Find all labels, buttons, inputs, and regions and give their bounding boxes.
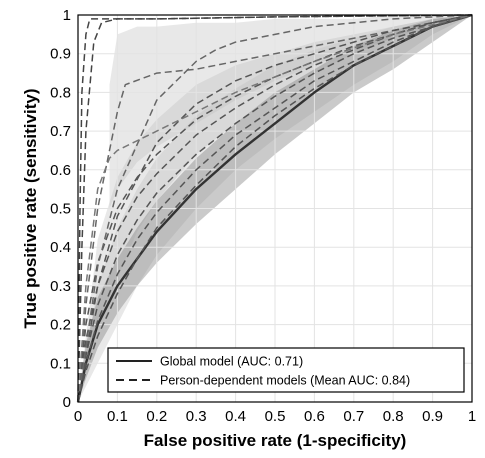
x-tick-label: 0.6: [304, 408, 325, 425]
legend: Global model (AUC: 0.71) Person-dependen…: [107, 347, 465, 393]
x-tick-label: 0.2: [146, 408, 167, 425]
x-tick-label: 0.1: [107, 408, 128, 425]
person-model-curve: [77, 14, 473, 403]
x-tick-label: 0: [74, 408, 82, 425]
x-tick-label: 0.9: [422, 408, 443, 425]
x-tick-label: 0.4: [225, 408, 246, 425]
x-tick-label: 0.5: [265, 408, 286, 425]
person-model-band: [109, 15, 472, 209]
person-model-curve: [77, 14, 473, 403]
x-tick-label: 0.8: [383, 408, 404, 425]
y-tick-label: 0.7: [50, 123, 71, 140]
legend-label-global: Global model (AUC: 0.71): [160, 355, 303, 369]
person-model-curve: [77, 14, 473, 403]
x-tick-label: 1: [468, 408, 476, 425]
person-model-band: [78, 15, 472, 402]
y-tick-label: 0.8: [50, 84, 71, 101]
person-model-curve: [77, 14, 473, 403]
x-axis-title: False positive rate (1-specificity): [144, 431, 407, 450]
y-tick-label: 0.1: [50, 355, 71, 372]
plot-frame: [77, 14, 473, 403]
legend-label-person: Person-dependent models (Mean AUC: 0.84): [160, 374, 410, 388]
y-tick-label: 0: [63, 394, 71, 411]
person-model-curve: [77, 14, 473, 403]
y-tick-label: 0.2: [50, 317, 71, 334]
y-tick-label: 0.3: [50, 278, 71, 295]
person-model-curve: [77, 14, 473, 403]
y-tick-label: 1: [63, 7, 71, 24]
y-tick-label: 0.5: [50, 201, 71, 218]
roc-curves: [76, 13, 473, 403]
y-tick-label: 0.9: [50, 46, 71, 63]
x-tick-label: 0.7: [343, 408, 364, 425]
y-tick-labels: 0 0.1 0.2 0.3 0.4 0.5 0.6 0.7 0.8 0.9 1: [50, 7, 71, 411]
x-tick-labels: 0 0.1 0.2 0.3 0.4 0.5 0.6 0.7 0.8 0.9 1: [74, 408, 476, 425]
person-model-curve: [77, 14, 473, 403]
y-axis-title: True positive rate (sensitivity): [21, 89, 40, 329]
person-model-curve: [77, 14, 473, 403]
x-tick-label: 0.3: [186, 408, 207, 425]
legend-box: [107, 347, 465, 393]
y-tick-label: 0.4: [50, 239, 71, 256]
y-tick-label: 0.6: [50, 162, 71, 179]
